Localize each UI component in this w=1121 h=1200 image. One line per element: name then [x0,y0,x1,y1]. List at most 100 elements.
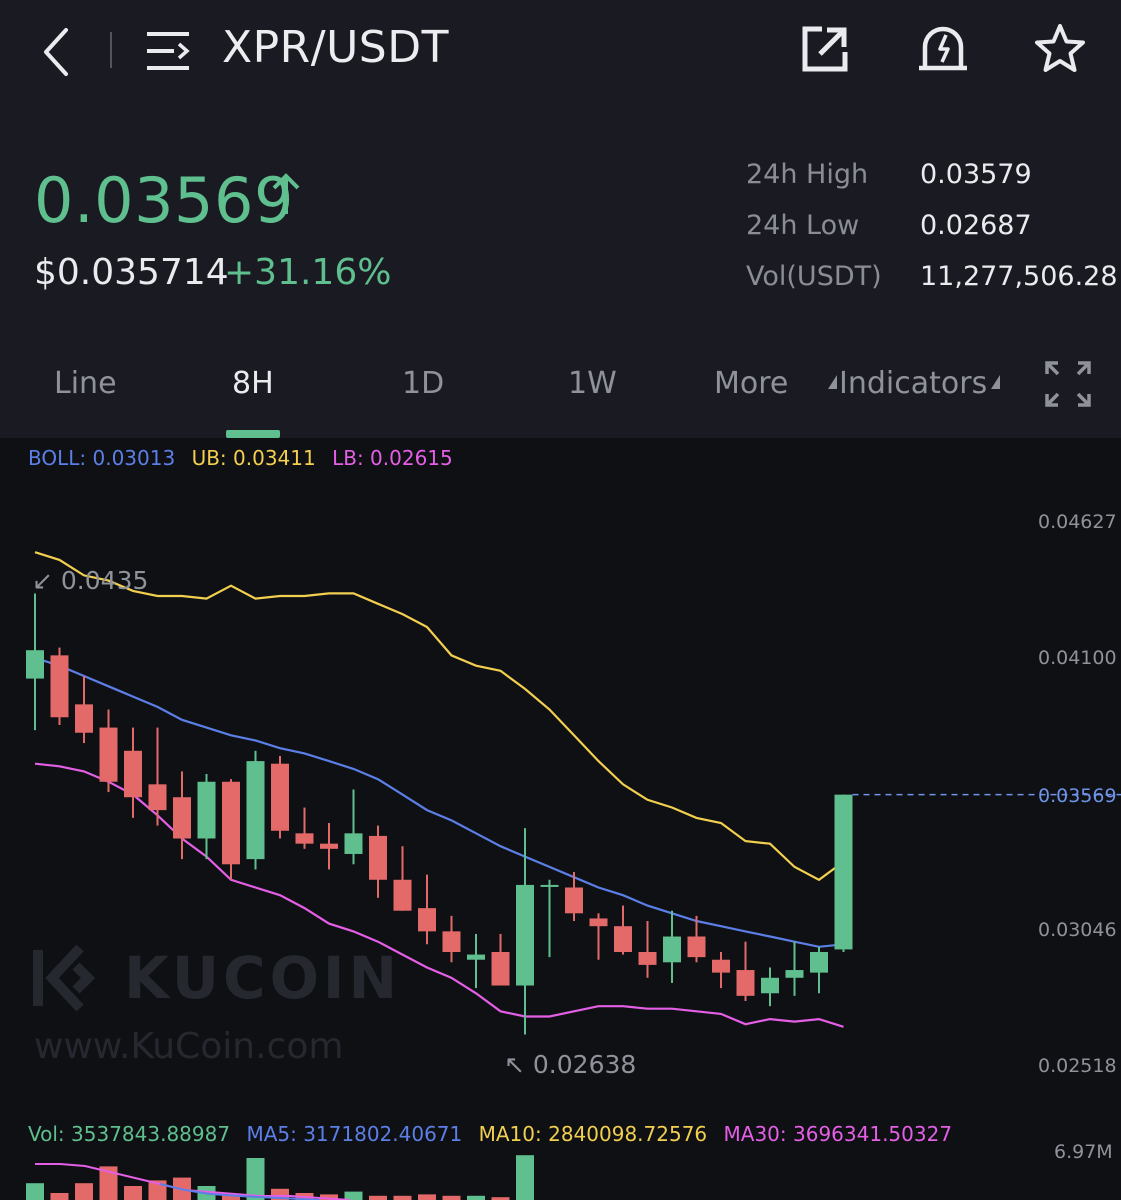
arrow-down-left-icon: ↙ [32,566,53,595]
candle-body [295,833,314,844]
candle-body [785,970,804,978]
boll-lower-value: LB: 0.02615 [332,446,453,470]
y-axis-label: 0.03046 [1038,919,1117,941]
volume-bar [344,1191,363,1200]
tab-indicators[interactable]: Indicators [828,366,1002,426]
candle-body [50,655,69,718]
candle-body [99,727,118,782]
candle-body [320,843,338,849]
candle-body [712,959,730,973]
y-axis-label: 0.04100 [1038,647,1117,669]
volume-value: 11,277,506.28 [920,261,1118,292]
volume-bar [393,1195,412,1200]
dropdown-triangle-icon [991,375,1001,389]
candle-body [222,781,240,865]
candle-body [246,761,265,860]
candle-body [271,763,289,831]
volume-bar [124,1186,142,1200]
volume-ma5-line [159,1183,321,1200]
watermark-url: www.KuCoin.com [34,1026,344,1067]
volume-legend: Vol: 3537843.88987 MA5: 3171802.40671 MA… [28,1122,962,1146]
active-tab-indicator [226,430,280,438]
candle-body [565,887,583,914]
tab-indicators-label: Indicators [839,366,988,401]
tab-more-label: More [714,366,789,401]
volume-bar [75,1183,93,1200]
boll-mid-value: BOLL: 0.03013 [28,446,176,470]
y-axis-label: 0.02518 [1038,1055,1117,1077]
tab-line[interactable]: Line [54,366,117,401]
tab-8h[interactable]: 8H [232,366,274,401]
min-price-value: 0.02638 [532,1050,637,1079]
low-label: 24h Low [746,210,860,241]
last-price: 0.03569 [34,164,294,237]
candle-body [491,951,510,986]
candle-body [418,908,436,932]
volume-label: Vol(USDT) [746,261,882,292]
candle-body [638,951,657,965]
usd-price: $0.035714 [34,252,229,293]
tab-1d[interactable]: 1D [402,366,445,401]
price-panel: 0.03569 $0.035714 +31.16% 24h High 0.035… [0,104,1121,438]
candle-body [442,931,461,952]
volume-bar [320,1194,338,1200]
volume-bar [99,1166,118,1200]
high-value: 0.03579 [920,159,1032,190]
min-price-label: ↖ 0.02638 [504,1050,636,1079]
boll-legend: BOLL: 0.03013 UB: 0.03411 LB: 0.02615 [28,446,463,470]
change-percent: +31.16% [224,252,392,293]
menu-icon[interactable] [144,30,192,72]
candle-body [516,884,534,986]
volume-bar [369,1195,387,1200]
candle-body [197,781,216,839]
volume-bar [467,1195,485,1200]
volume-bar [442,1195,461,1200]
candle-body [148,784,167,811]
candle-body [761,977,779,994]
volume-bar [50,1193,69,1200]
current-price-tag: 0.03569 [1038,785,1117,807]
boll-mid-line [34,656,844,948]
volume-axis-label: 6.97M [1054,1141,1113,1163]
ma30-value: MA30: 3696341.50327 [723,1122,953,1146]
volume-bar [271,1188,289,1200]
tab-1w[interactable]: 1W [568,366,617,401]
volume-bar [491,1197,510,1200]
candle-body [369,835,387,880]
back-arrow-icon[interactable] [36,24,76,80]
tab-more[interactable]: More [714,366,788,426]
fullscreen-icon[interactable] [1044,360,1092,408]
low-value: 0.02687 [920,210,1032,241]
boll-lower-line [34,762,844,1028]
boll-upper-line [34,551,845,882]
candle-body [393,879,412,911]
volume-bar [222,1194,240,1200]
pair-title[interactable]: XPR/USDT [222,22,449,73]
top-bar: XPR/USDT [0,0,1121,104]
candle-body [173,797,191,839]
arrow-up-left-icon: ↖ [504,1050,525,1079]
candle-body [810,951,828,973]
ma5-value: MA5: 3171802.40671 [246,1122,463,1146]
candle-body [614,926,632,952]
price-up-arrow-icon [272,173,300,214]
candle-body [75,704,93,733]
y-axis-label: 0.04627 [1038,511,1117,533]
candle-body [834,794,853,950]
candle-body [26,650,44,679]
watermark-brand: KUCOIN [124,944,402,1012]
volume-bar [246,1158,265,1200]
favorite-star-icon[interactable] [1032,22,1088,76]
share-icon[interactable] [800,24,850,74]
candle-body [589,918,608,927]
ma10-value: MA10: 2840098.72576 [478,1122,708,1146]
price-alert-icon[interactable] [916,22,970,74]
candle-body [344,833,363,854]
candle-body [124,750,142,798]
max-price-value: 0.0435 [60,566,149,595]
high-label: 24h High [746,159,869,190]
volume-bar [26,1183,44,1200]
dropdown-triangle-icon [828,375,837,389]
volume-bar [516,1155,534,1200]
